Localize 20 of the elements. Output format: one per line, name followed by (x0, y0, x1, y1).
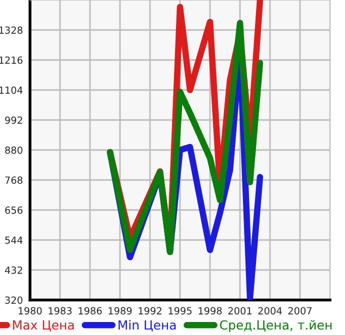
y-tick-label: 656 (5, 206, 22, 214)
x-tick-label: 1989 (108, 307, 132, 314)
x-tick-label: 1992 (138, 307, 162, 314)
y-tick-label: 320 (5, 296, 22, 304)
legend-label: Min Цена (118, 320, 176, 332)
x-tick-label: 2004 (258, 307, 282, 314)
legend-label: Max Цена (13, 320, 74, 332)
x-tick-label: 1998 (198, 307, 222, 314)
legend-label: Сред.Цена, т.йен (220, 320, 332, 332)
y-tick-label: 880 (5, 146, 22, 154)
y-tick-label: 432 (4, 266, 22, 274)
x-tick-label: 1980 (18, 307, 42, 314)
y-tick-label: 992 (5, 116, 22, 124)
x-tick-label: 1995 (168, 307, 192, 314)
x-tick-label: 1983 (48, 307, 72, 314)
x-tick-label: 2007 (288, 307, 312, 314)
y-tick-label: 768 (5, 176, 22, 184)
x-tick-label: 1986 (78, 307, 102, 314)
y-tick-label: 544 (5, 236, 23, 244)
x-tick-label: 2001 (228, 307, 252, 314)
